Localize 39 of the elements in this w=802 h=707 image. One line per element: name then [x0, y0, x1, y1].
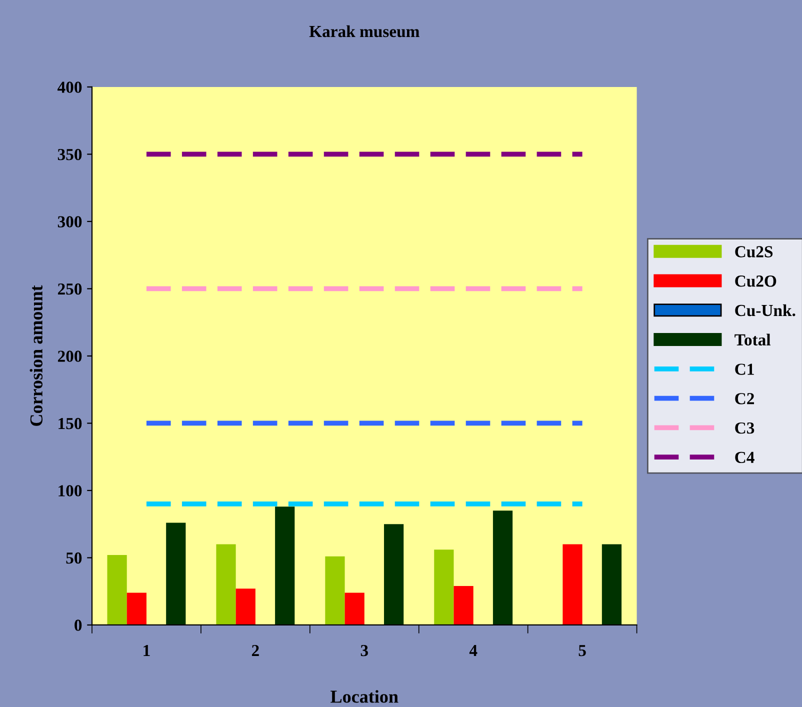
x-tick-label: 1	[144, 644, 150, 656]
legend-label: Cu-Unk.	[735, 304, 796, 316]
y-tick-label: 100	[58, 485, 82, 496]
chart-title: Karak museum	[309, 25, 420, 38]
y-axis-title: Corrosion amount	[30, 285, 43, 426]
bar	[602, 544, 622, 625]
bar	[454, 586, 474, 625]
legend-label: Cu2O	[735, 276, 776, 287]
x-tick-label: 5	[578, 645, 586, 656]
y-tick-label: 250	[58, 283, 82, 295]
bar	[107, 555, 127, 625]
legend-label: C3	[735, 422, 754, 434]
x-tick-label: 2	[252, 644, 259, 656]
bar	[562, 544, 582, 625]
legend-label: Cu2S	[735, 246, 773, 258]
bar	[434, 550, 454, 625]
bar	[492, 510, 513, 625]
bar	[325, 556, 345, 625]
y-tick-label: 300	[58, 216, 82, 228]
y-tick-label: 0	[74, 620, 82, 631]
legend-label: C4	[735, 452, 754, 464]
y-tick-label: 400	[57, 82, 82, 93]
bar	[344, 592, 364, 625]
y-tick-label: 150	[58, 418, 82, 430]
bar	[126, 592, 146, 625]
x-axis-title: Location	[330, 690, 398, 703]
x-tick-label: 3	[360, 644, 368, 656]
bar	[166, 522, 186, 625]
legend-label: C1	[735, 364, 754, 375]
x-tick-label: 4	[469, 645, 478, 656]
bar	[384, 524, 404, 625]
bar	[275, 506, 295, 625]
legend-label: Total	[734, 334, 771, 346]
y-tick-label: 200	[58, 350, 82, 362]
bar	[236, 588, 256, 625]
y-tick-label: 50	[66, 552, 82, 564]
bar	[216, 544, 236, 625]
legend-label: C2	[735, 393, 754, 404]
y-tick-label: 350	[58, 148, 82, 160]
